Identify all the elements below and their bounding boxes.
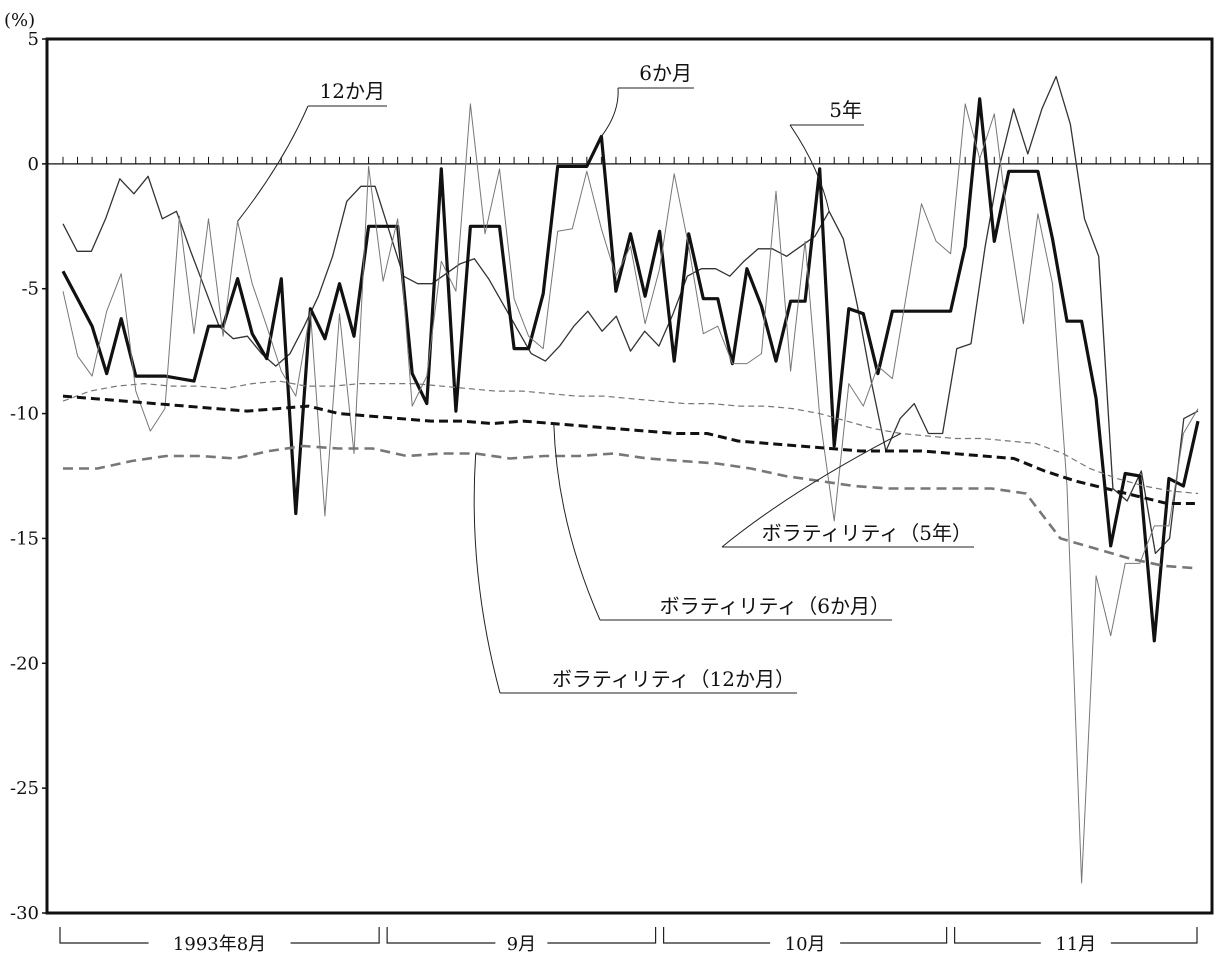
- y-axis: 5 0 -5 -10 -15 -20 -25 -30: [10, 29, 47, 924]
- y-tick-label: -30: [10, 903, 39, 924]
- annotation-leader-line: [237, 105, 309, 222]
- month-bracket-right: [547, 927, 657, 944]
- series-line-1: [62, 75, 1199, 555]
- month-bracket-right: [840, 927, 948, 944]
- x-month-label: 10月: [785, 934, 826, 955]
- series-line-3: [62, 103, 1199, 884]
- annotation-leader-line: [473, 453, 501, 694]
- month-bracket-left: [954, 927, 1041, 944]
- month-bracket-right: [290, 927, 380, 944]
- annotation-label: 12か月: [320, 79, 385, 103]
- y-tick-label: -20: [10, 653, 39, 674]
- series-line-6: [63, 444, 1199, 570]
- y-tick-label: -10: [10, 404, 39, 425]
- series-layer: [61, 75, 1200, 884]
- annotation-label: ボラティリティ（6か月）: [660, 594, 890, 618]
- y-tick-label: -5: [21, 279, 39, 300]
- month-bracket-right: [1110, 927, 1198, 944]
- month-bracket-left: [386, 927, 496, 944]
- annotation-label: 6か月: [639, 61, 692, 85]
- x-axis-month-brackets: 1993年8月 9月 10月 11月: [59, 927, 1198, 955]
- annotation-label: ボラティリティ（12か月）: [552, 667, 795, 691]
- y-tick-label: 0: [28, 154, 39, 175]
- annotation-leader-line: [721, 433, 901, 548]
- series-line-5: [62, 394, 1198, 505]
- series-line-2: [61, 97, 1200, 643]
- x-month-label: 9月: [507, 934, 536, 955]
- annotation-leader-line: [789, 124, 830, 212]
- y-axis-unit-label: (%): [4, 10, 35, 31]
- annotation-label: ボラティリティ（5年）: [762, 521, 972, 545]
- x-month-label: 11月: [1055, 934, 1096, 955]
- zero-reference-layer: [47, 156, 1212, 165]
- annotation-leader-line: [553, 423, 601, 621]
- x-month-label: 1993年8月: [173, 934, 266, 955]
- plot-frame: [45, 37, 1214, 915]
- series-line-4: [62, 380, 1199, 495]
- annotation-leader-line: [601, 87, 619, 137]
- annotation-label: 5年: [829, 98, 862, 122]
- y-tick-label: 5: [28, 29, 39, 50]
- month-bracket-left: [663, 927, 771, 944]
- y-tick-label: -25: [10, 778, 39, 799]
- y-tick-label: -15: [10, 528, 39, 549]
- month-bracket-left: [59, 927, 149, 944]
